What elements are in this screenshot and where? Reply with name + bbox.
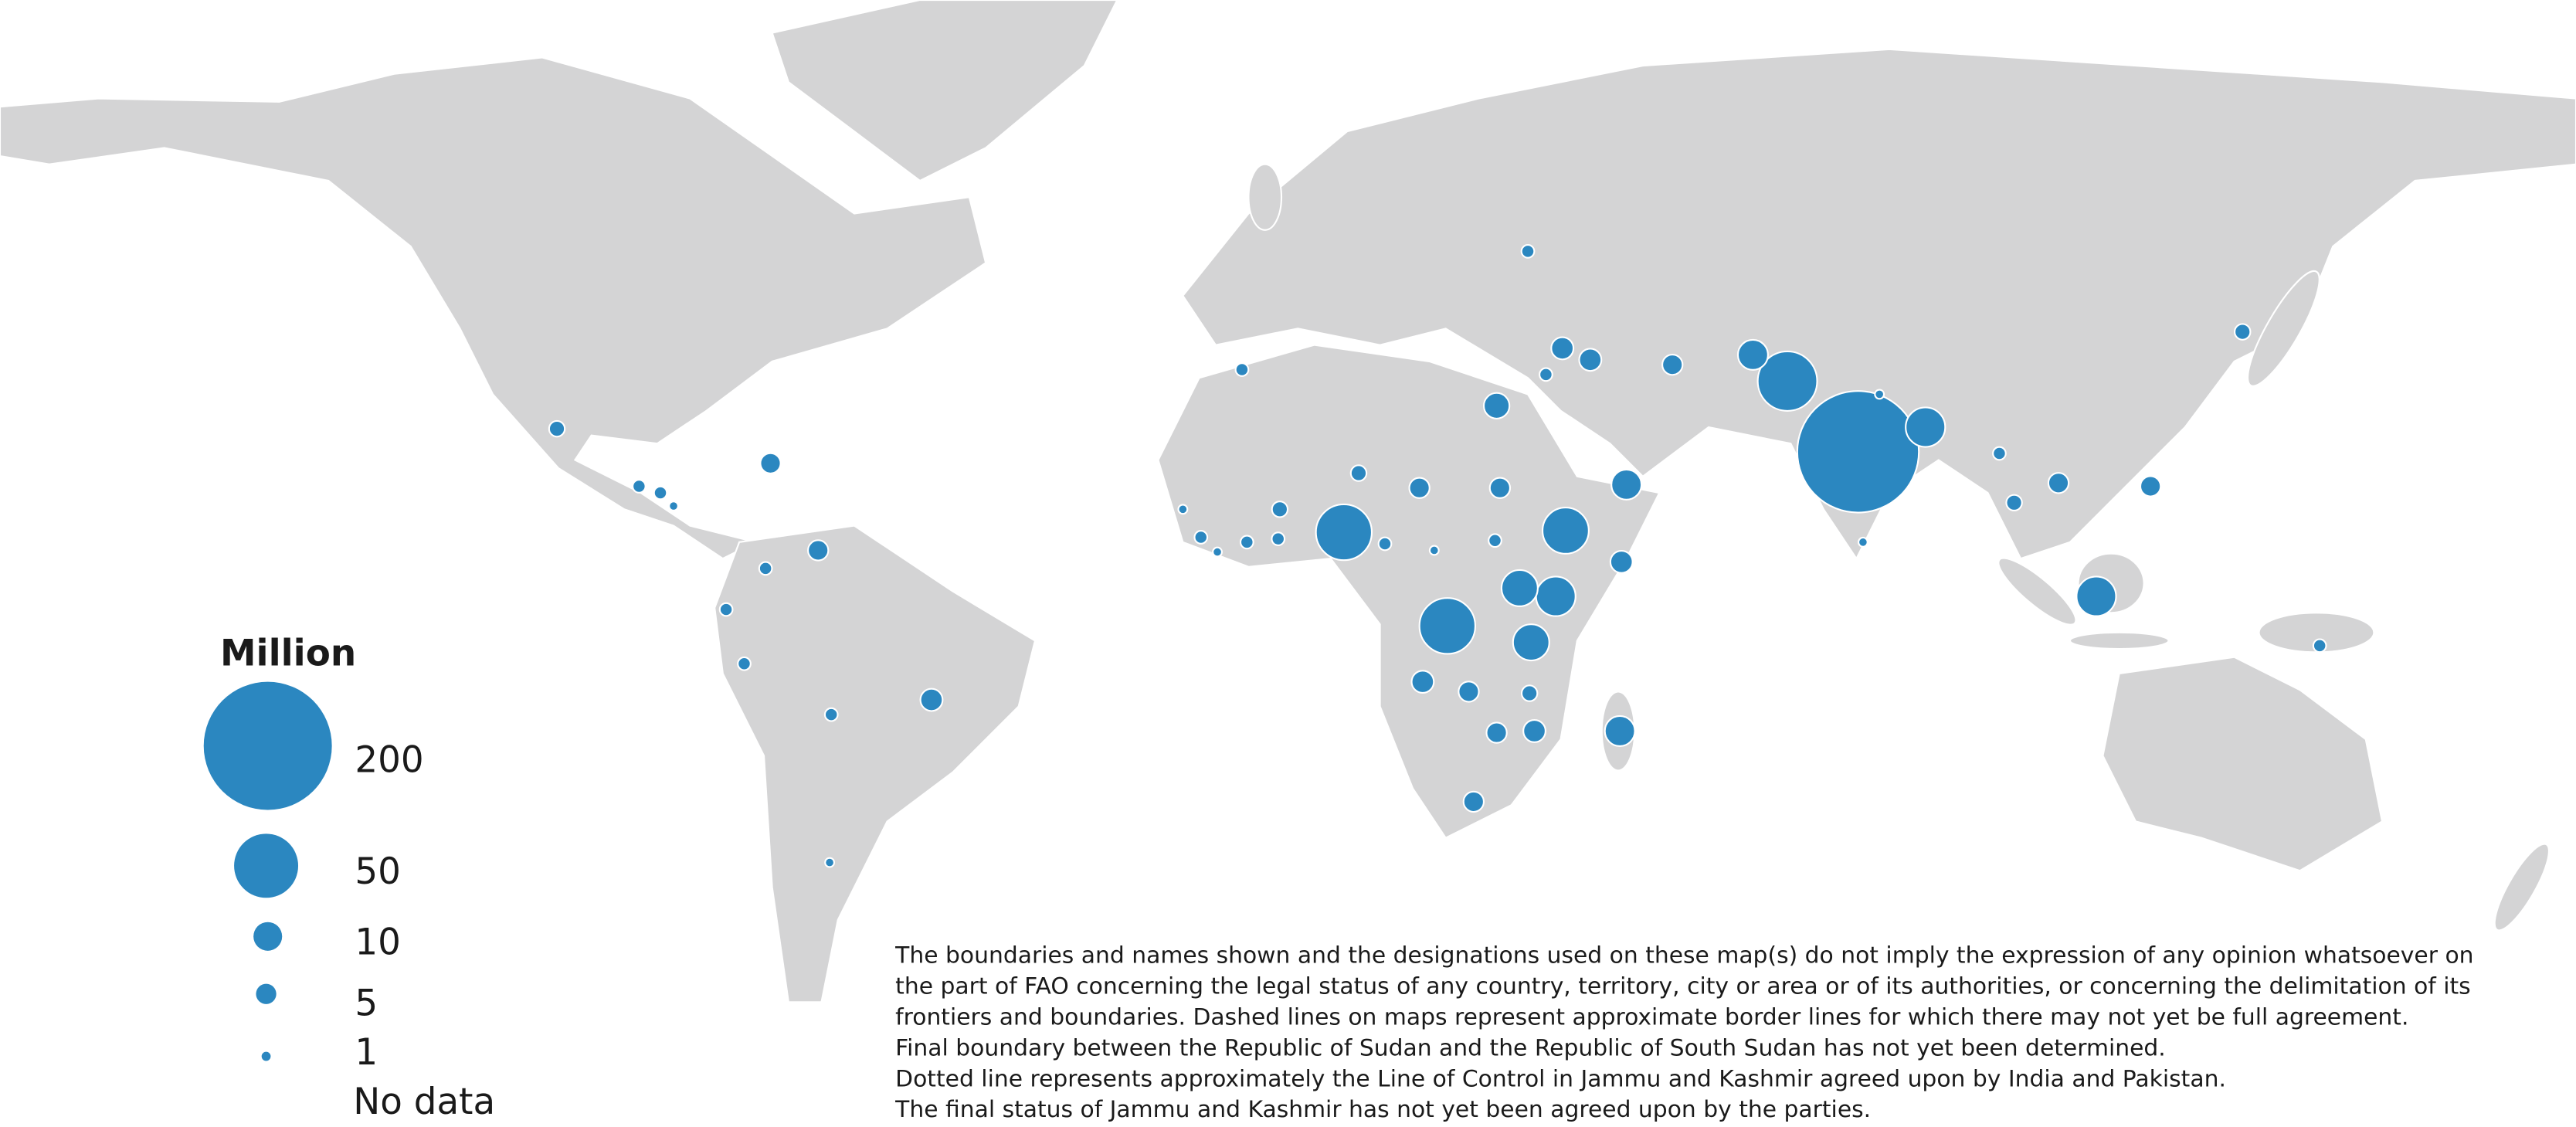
bubbles [548, 244, 2327, 868]
bubble [1550, 336, 1575, 361]
bubble [2312, 638, 2327, 653]
bubble [1905, 406, 1946, 448]
bubble [1410, 670, 1435, 694]
bubble [1349, 464, 1368, 482]
bubble [1234, 362, 1250, 377]
bubble [824, 857, 836, 868]
bubble [718, 602, 734, 617]
disclaimer-line: The final status of Jammu and Kashmir ha… [894, 1096, 1871, 1123]
bubble [1520, 244, 1536, 259]
disclaimer-line: Dotted line represents approximately the… [895, 1065, 2226, 1092]
disclaimer-line: Final boundary between the Republic of S… [895, 1034, 2166, 1061]
south-america [714, 524, 1037, 1003]
bubble [1796, 390, 1920, 514]
new-guinea [2258, 612, 2375, 653]
bubble [2139, 475, 2162, 497]
bubble [759, 452, 782, 474]
bubble [1482, 392, 1511, 419]
bubble [1239, 535, 1254, 550]
bubble [1874, 389, 1885, 400]
legend-label: 1 [355, 1032, 378, 1074]
bubble [737, 656, 752, 671]
bubble [1857, 536, 1868, 548]
bubble [2047, 472, 2070, 494]
north-america [0, 56, 987, 560]
land [0, 0, 2576, 1003]
bubble [668, 501, 679, 511]
bubble [1315, 503, 1373, 562]
bubble [2005, 494, 2023, 512]
bubble [548, 419, 566, 438]
disclaimer-line: The boundaries and names shown and the d… [894, 942, 2473, 969]
bubble [1458, 681, 1480, 703]
bubble [1377, 536, 1393, 552]
bubble [1428, 545, 1440, 556]
legend-symbol [261, 1051, 271, 1061]
bubble [1541, 506, 1590, 555]
bubble [1539, 367, 1553, 382]
legend-symbol [234, 833, 299, 898]
greenland [771, 0, 1118, 182]
bubble [1535, 575, 1576, 617]
bubble [919, 687, 944, 712]
legend-label: 50 [355, 851, 401, 893]
bubble [1271, 501, 1289, 518]
legend-symbol [203, 681, 332, 810]
bubble [1500, 569, 1539, 607]
bubble [1522, 719, 1546, 743]
bubble [1609, 549, 1634, 574]
legend-label: 5 [355, 983, 378, 1024]
australia [2102, 656, 2384, 872]
bubble [1177, 504, 1189, 515]
legend: Million No data 200 50 10 5 1 [203, 633, 495, 1123]
disclaimer-line: the part of FAO concerning the legal sta… [895, 973, 2471, 1000]
bubble [1661, 353, 1684, 376]
sumatra [1997, 557, 2077, 626]
bubble [1488, 477, 1512, 499]
uk [1247, 163, 1283, 231]
bubble [653, 485, 668, 501]
bubble [1610, 468, 1643, 501]
bubble [758, 561, 773, 576]
bubble [1756, 350, 1818, 412]
bubble [1212, 546, 1223, 558]
bubble [1408, 477, 1431, 499]
bubble [1604, 715, 1636, 747]
disclaimer-line: frontiers and boundaries. Dashed lines o… [895, 1003, 2408, 1030]
bubble [1271, 531, 1286, 546]
bubble [1418, 597, 1477, 655]
bubble [2075, 575, 2117, 617]
legend-symbol [256, 983, 277, 1004]
bubble [1462, 790, 1485, 813]
bubble [1193, 530, 1209, 545]
new-zealand [2493, 843, 2551, 932]
bubble [1485, 721, 1508, 744]
bubble [2234, 323, 2252, 341]
legend-label: 10 [355, 922, 401, 964]
bubble [632, 479, 647, 494]
bubble [1488, 533, 1502, 548]
bubble [1992, 446, 2007, 461]
bubble [1736, 338, 1769, 371]
japan [2246, 270, 2320, 387]
bubble [1578, 348, 1603, 372]
legend-label: 200 [355, 740, 423, 782]
disclaimer: The boundaries and names shown and the d… [894, 942, 2473, 1123]
bubble [1512, 623, 1550, 662]
legend-no-data: No data [353, 1081, 495, 1123]
java [2069, 631, 2170, 650]
legend-title: Million [220, 633, 356, 674]
eurasia [1182, 48, 2576, 561]
bubble [823, 707, 839, 722]
africa [1157, 344, 1661, 840]
bubble [1520, 684, 1539, 702]
legend-symbol [253, 922, 283, 951]
bubble [807, 539, 830, 562]
